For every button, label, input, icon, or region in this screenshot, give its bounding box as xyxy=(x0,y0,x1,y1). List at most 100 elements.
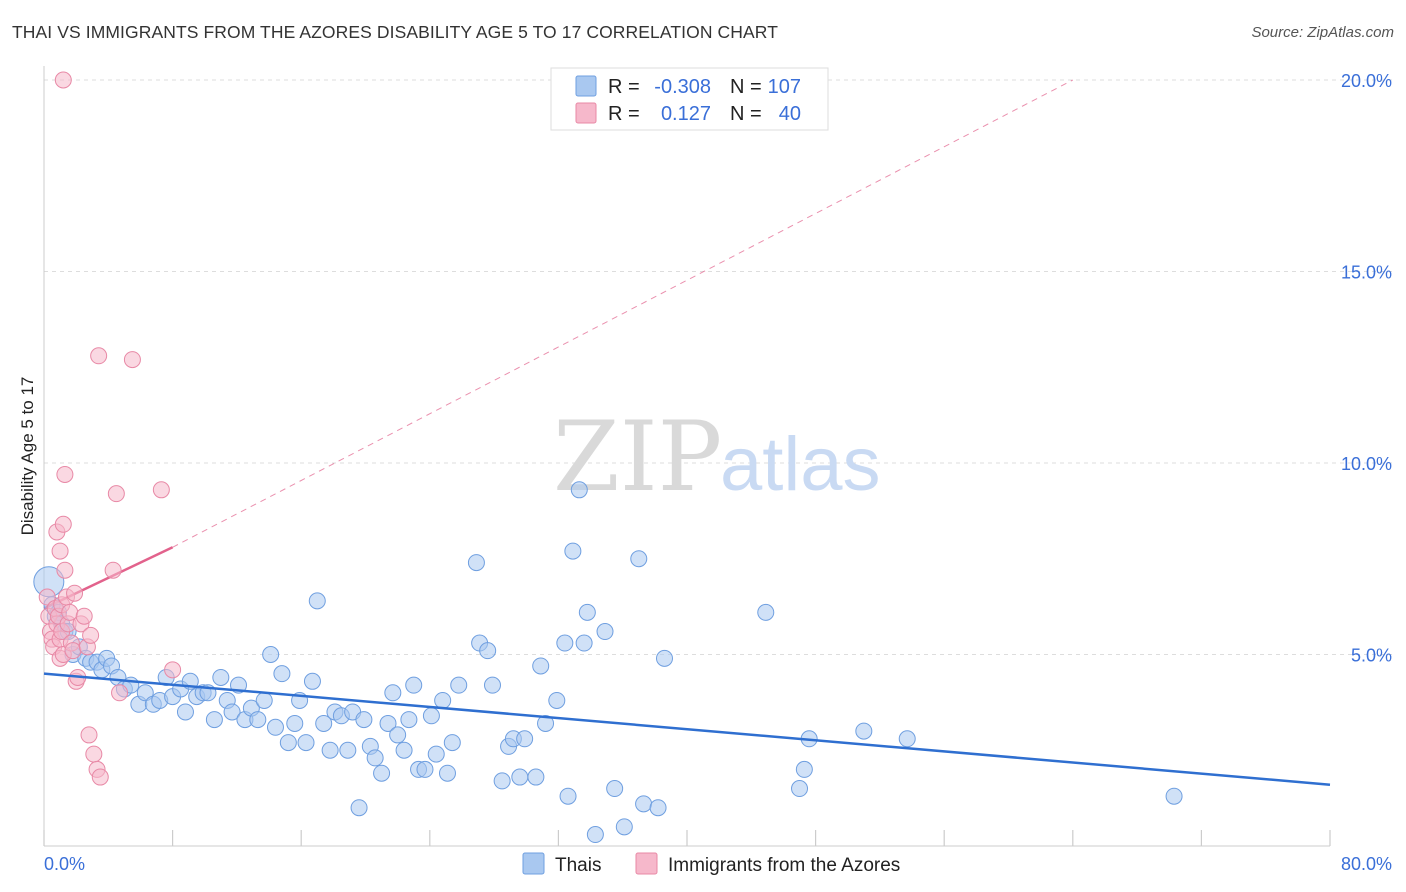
y-axis-title: Disability Age 5 to 17 xyxy=(18,377,37,536)
thai-point xyxy=(791,780,809,798)
azores-point xyxy=(56,561,74,579)
thai-point xyxy=(400,711,418,729)
thai-point xyxy=(266,718,284,736)
y-tick-label: 10.0% xyxy=(1341,454,1392,474)
thai-point xyxy=(450,676,468,694)
thai-point xyxy=(249,711,267,729)
thai-point xyxy=(757,603,775,621)
thai-point xyxy=(279,734,297,752)
x-axis-ticks xyxy=(43,830,1331,846)
thai-point xyxy=(379,714,397,732)
thai-point xyxy=(373,764,391,782)
bottom-legend: Thais Immigrants from the Azores xyxy=(522,852,900,876)
thai-point xyxy=(405,676,423,694)
thai-point xyxy=(443,734,461,752)
thai-point xyxy=(532,657,550,675)
azores-point xyxy=(90,347,108,365)
thai-point xyxy=(350,799,368,817)
azores-trend xyxy=(43,79,1074,610)
azores-point xyxy=(56,465,74,483)
source-label: Source: ZipAtlas.com xyxy=(1251,24,1394,41)
thai-point xyxy=(649,799,667,817)
azores-n-value: 40 xyxy=(779,103,801,125)
thai-point xyxy=(635,795,653,813)
thai-point xyxy=(308,592,326,610)
thai-point xyxy=(467,554,485,572)
legend-label-thais: Thais xyxy=(555,855,601,876)
thai-point xyxy=(548,691,566,709)
azores-point xyxy=(82,626,100,644)
azores-point xyxy=(75,607,93,625)
thai-point xyxy=(556,634,574,652)
thai-point xyxy=(655,649,673,667)
azores-point xyxy=(66,584,84,602)
y-tick-label: 15.0% xyxy=(1341,263,1392,283)
thai-point xyxy=(511,768,529,786)
azores-point xyxy=(85,745,103,763)
thai-trend-line xyxy=(43,672,1331,786)
thai-point xyxy=(366,749,384,767)
azores-point xyxy=(64,642,82,660)
thai-point xyxy=(527,768,545,786)
legend-swatch-thais xyxy=(522,852,545,875)
y-axis-tick-labels: 5.0% 10.0% 15.0% 20.0% xyxy=(1341,71,1392,666)
thai-point xyxy=(516,730,534,748)
azores-trend-extension xyxy=(172,79,1074,548)
azores-point xyxy=(123,351,141,369)
thai-n-value: 107 xyxy=(768,76,801,98)
thai-point xyxy=(427,745,445,763)
thai-point xyxy=(389,726,407,744)
thai-point xyxy=(395,741,413,759)
thai-point xyxy=(315,714,333,732)
thai-point xyxy=(255,691,273,709)
azores-points xyxy=(38,71,182,786)
thai-points xyxy=(33,481,1183,844)
thai-point xyxy=(286,714,304,732)
thai-point xyxy=(339,741,357,759)
azores-point xyxy=(104,561,122,579)
thai-point xyxy=(176,703,194,721)
x-tick-label-min: 0.0% xyxy=(44,854,85,874)
thai-trend xyxy=(43,672,1331,786)
thai-point xyxy=(273,665,291,683)
thai-point xyxy=(564,542,582,560)
chart-title: THAI VS IMMIGRANTS FROM THE AZORES DISAB… xyxy=(12,22,778,42)
thai-point xyxy=(606,780,624,798)
thai-point xyxy=(898,730,916,748)
azores-r-value: 0.127 xyxy=(661,103,711,125)
thai-point xyxy=(384,684,402,702)
thai-swatch xyxy=(575,75,597,97)
legend-label-azores: Immigrants from the Azores xyxy=(668,855,900,876)
azores-point xyxy=(152,481,170,499)
thai-point xyxy=(586,826,604,844)
watermark: ZIP atlas xyxy=(553,401,881,513)
thai-point xyxy=(321,741,339,759)
thai-point xyxy=(136,684,154,702)
azores-point xyxy=(54,515,72,533)
azores-n-label: N = xyxy=(730,103,762,125)
azores-point xyxy=(51,542,69,560)
thai-point xyxy=(855,722,873,740)
thai-point xyxy=(262,646,280,663)
thai-point xyxy=(575,634,593,652)
thai-point xyxy=(416,760,434,778)
thai-point xyxy=(438,764,456,782)
thai-point xyxy=(479,642,497,660)
thai-point xyxy=(570,481,588,499)
stats-legend-box xyxy=(550,67,829,131)
thai-point xyxy=(795,760,813,778)
thai-point xyxy=(297,734,315,752)
thai-point xyxy=(205,711,223,729)
azores-point xyxy=(164,661,182,679)
thai-point xyxy=(355,711,373,729)
watermark-atlas: atlas xyxy=(720,422,881,507)
thai-point xyxy=(212,668,230,686)
x-tick-label-max: 80.0% xyxy=(1341,854,1392,874)
thai-point xyxy=(537,714,555,732)
azores-r-label: R = xyxy=(608,103,640,125)
thai-point xyxy=(578,603,596,621)
legend-swatch-azores xyxy=(635,852,658,875)
thai-point xyxy=(1165,787,1183,805)
thai-n-label: N = xyxy=(730,76,762,98)
thai-point xyxy=(434,691,452,709)
